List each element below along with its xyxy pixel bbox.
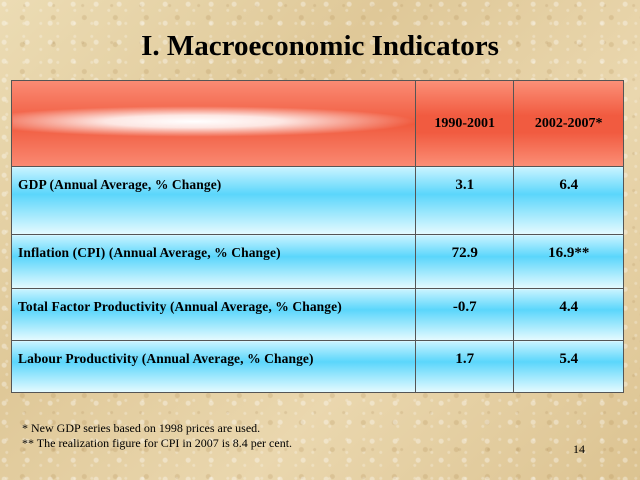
footnote-gdp: * New GDP series based on 1998 prices ar… bbox=[22, 421, 261, 435]
table-row-tfp: Total Factor Productivity (Annual Averag… bbox=[11, 288, 624, 341]
header-label-cell bbox=[11, 80, 416, 167]
column-header-2002-2007: 2002-2007* bbox=[513, 80, 624, 167]
table-header-row: 1990-2001 2002-2007* bbox=[11, 80, 624, 167]
value-cell: 3.1 bbox=[414, 166, 515, 235]
row-label: Labour Productivity (Annual Average, % C… bbox=[11, 340, 416, 393]
value-cell: 72.9 bbox=[414, 234, 515, 289]
footnote-cpi: ** The realization figure for CPI in 200… bbox=[22, 436, 293, 450]
value-cell: 4.4 bbox=[513, 288, 624, 341]
value-cell: 16.9** bbox=[513, 234, 624, 289]
column-header-1990-2001: 1990-2001 bbox=[414, 80, 515, 167]
slide-title: I. Macroeconomic Indicators bbox=[141, 30, 499, 62]
value-cell: 5.4 bbox=[513, 340, 624, 393]
indicators-table: 1990-2001 2002-2007* GDP (Annual Average… bbox=[11, 80, 624, 393]
value-cell: 1.7 bbox=[414, 340, 515, 393]
page-number: 14 bbox=[573, 442, 585, 456]
table-row-labour: Labour Productivity (Annual Average, % C… bbox=[11, 340, 624, 393]
table-row-gdp: GDP (Annual Average, % Change) 3.1 6.4 bbox=[11, 166, 624, 235]
row-label: Inflation (CPI) (Annual Average, % Chang… bbox=[11, 234, 416, 289]
value-cell: -0.7 bbox=[414, 288, 515, 341]
row-label: GDP (Annual Average, % Change) bbox=[11, 166, 416, 235]
row-label: Total Factor Productivity (Annual Averag… bbox=[11, 288, 416, 341]
table-row-inflation: Inflation (CPI) (Annual Average, % Chang… bbox=[11, 234, 624, 289]
footnotes: * New GDP series based on 1998 prices ar… bbox=[22, 421, 292, 451]
value-cell: 6.4 bbox=[513, 166, 624, 235]
